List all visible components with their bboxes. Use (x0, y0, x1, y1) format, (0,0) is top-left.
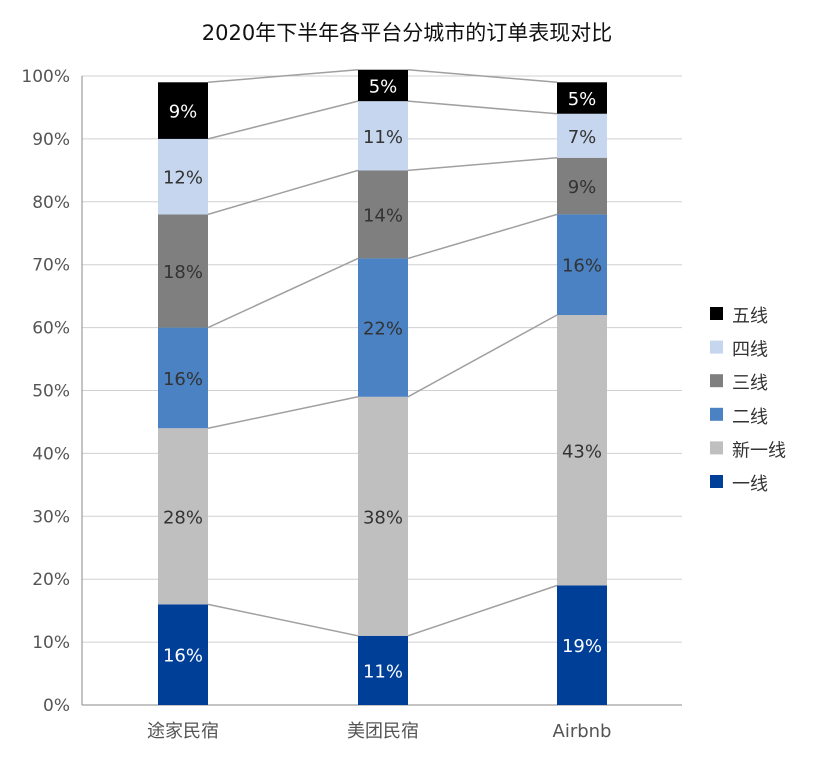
data-label: 12% (163, 168, 203, 189)
series-connector-line (207, 169, 359, 216)
series-connector-line (207, 396, 359, 429)
data-label: 43% (562, 441, 602, 462)
data-label: 38% (363, 507, 403, 528)
bar-segment (358, 101, 408, 171)
legend-label: 一线 (732, 474, 768, 495)
bar-segment (158, 214, 208, 328)
bar-segment (158, 428, 208, 605)
bar-segment (557, 113, 607, 158)
legend-label: 四线 (732, 340, 768, 361)
legend-label: 新一线 (732, 440, 786, 461)
bar-segment (557, 157, 607, 215)
bar-segment (557, 315, 607, 586)
bar-segment (358, 170, 408, 259)
legend-swatch (710, 340, 723, 354)
data-label: 5% (568, 89, 597, 110)
data-label: 19% (562, 636, 602, 657)
y-tick-label: 60% (32, 319, 70, 339)
x-tick-label: 途家民宿 (147, 721, 219, 742)
x-tick-label: Airbnb (553, 721, 612, 742)
series-connector-line (207, 68, 359, 84)
y-tick-label: 90% (32, 130, 70, 150)
legend-swatch (710, 307, 723, 320)
bar-segment (158, 82, 208, 139)
series-connector-line (407, 68, 558, 84)
y-tick-label: 30% (32, 507, 70, 527)
bar-segment (358, 396, 408, 636)
data-label: 9% (169, 102, 198, 123)
bar-segment (557, 82, 607, 114)
y-tick-label: 50% (32, 382, 70, 402)
data-label: 18% (163, 262, 203, 283)
bar-segment (158, 327, 208, 429)
y-tick-label: 70% (32, 256, 70, 276)
y-tick-label: 80% (32, 193, 70, 213)
legend-swatch (710, 374, 723, 388)
y-tick-label: 20% (32, 570, 70, 590)
legend-swatch (710, 441, 723, 455)
y-tick-label: 40% (32, 444, 70, 464)
data-label: 28% (163, 507, 203, 528)
legend-label: 二线 (732, 407, 768, 428)
series-connector-line (407, 157, 558, 172)
bar-segment (557, 585, 607, 705)
series-connector-line (407, 100, 558, 115)
series-connector-line (207, 603, 359, 637)
bar-segment (358, 635, 408, 705)
bar-segment (358, 258, 408, 397)
data-label: 16% (562, 256, 602, 277)
series-connector-line (207, 257, 359, 329)
data-label: 22% (363, 319, 403, 340)
data-label: 14% (363, 205, 403, 226)
bar-segment (557, 214, 607, 316)
x-tick-label: 美团民宿 (347, 721, 419, 742)
y-tick-label: 0% (43, 696, 70, 716)
bar-segment (358, 69, 408, 102)
data-label: 5% (369, 76, 398, 97)
y-tick-label: 100% (21, 67, 70, 87)
bar-segment (158, 138, 208, 215)
data-label: 11% (363, 661, 403, 682)
legend-swatch (710, 407, 723, 421)
legend-label: 三线 (732, 373, 768, 394)
series-connector-line (207, 100, 359, 140)
data-label: 9% (568, 177, 597, 198)
data-label: 7% (568, 127, 597, 148)
data-label: 16% (163, 369, 203, 390)
legend-label: 五线 (732, 306, 768, 327)
chart-title: 2020年下半年各平台分城市的订单表现对比 (202, 21, 612, 45)
axes: 0% 10% 20% 30% 40% 50% 60% 70% 80% 90% 100% 途家民宿 美团民… (21, 67, 611, 742)
series-connector-line (407, 584, 558, 637)
legend-swatch (710, 475, 723, 488)
series-connectors (207, 68, 558, 637)
series-connector-line (407, 314, 558, 398)
bar-segment (158, 604, 208, 705)
series-connector-line (407, 213, 558, 260)
data-label: 16% (163, 646, 203, 667)
y-tick-label: 10% (32, 633, 70, 653)
data-label: 11% (363, 127, 403, 148)
bars: 16% 11% 19% 28% 38% 43% 16% 22% 16% 18% 14% 9% 12% 11… (158, 69, 607, 705)
